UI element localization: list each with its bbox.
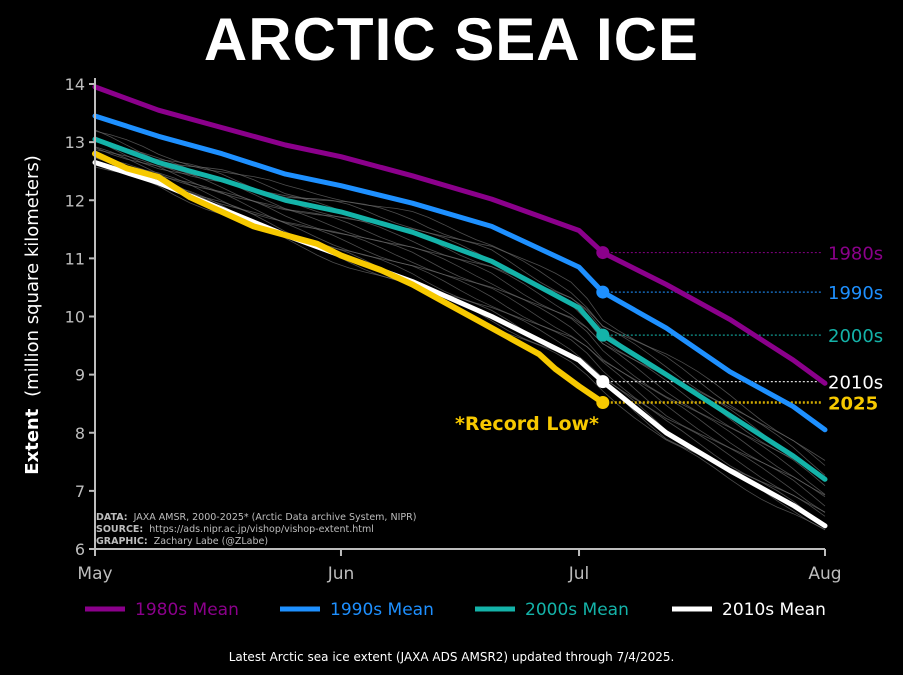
legend: 1980s Mean 1990s Mean 2000s Mean 2010s Mean — [85, 600, 826, 620]
y-axis-label-bold: Extent — [22, 408, 43, 475]
end-label-2010s: 2010s — [828, 373, 883, 394]
current-point-2010s — [596, 375, 610, 389]
x-tick-label: Aug — [808, 564, 841, 584]
series-lines — [92, 84, 828, 529]
series-line-2025 — [92, 150, 606, 406]
page-title: ARCTIC SEA ICE — [203, 6, 700, 73]
y-tick-label: 11 — [65, 249, 85, 268]
end-label-1980s: 1980s — [828, 244, 883, 265]
legend-label-1990s: 1990s Mean — [330, 600, 434, 620]
current-point-1980s — [596, 246, 610, 260]
legend-label-2000s: 2000s Mean — [525, 600, 629, 620]
individual-year-line — [94, 136, 826, 476]
y-tick-label: 7 — [75, 482, 85, 501]
y-tick-label: 10 — [65, 308, 85, 327]
current-point-2025 — [596, 396, 610, 410]
legend-label-2010s: 2010s Mean — [722, 600, 826, 620]
y-tick-label: 9 — [75, 366, 85, 385]
y-axis-label: Extent (million square kilometers) — [22, 155, 43, 475]
y-tick-label: 14 — [65, 75, 85, 94]
end-label-2000s: 2000s — [828, 326, 883, 347]
series-line-1990s — [92, 113, 828, 433]
x-tick-label: May — [77, 564, 112, 584]
y-tick-label: 6 — [75, 540, 85, 559]
series-line-2000s — [92, 136, 828, 482]
end-label-1990s: 1990s — [828, 283, 883, 304]
credit-source-value: https://ads.nipr.ac.jp/vishop/vishop-ext… — [149, 524, 374, 535]
credit-graphic: GRAPHIC: Zachary Labe (@ZLabe) — [96, 536, 268, 547]
record-low-label: *Record Low* — [455, 413, 599, 435]
credit-graphic-key: GRAPHIC: — [96, 536, 148, 547]
x-tick-label: Jul — [568, 564, 590, 584]
y-tick-label: 12 — [65, 191, 85, 210]
credits: DATA: JAXA AMSR, 2000-2025* (Arctic Data… — [96, 512, 416, 547]
credit-graphic-value: Zachary Labe (@ZLabe) — [154, 536, 268, 547]
credit-data-key: DATA: — [96, 512, 128, 523]
axes: 6 7 8 9 10 11 12 13 14 May Jun Jul Aug — [65, 75, 842, 584]
individual-year-line — [94, 147, 826, 495]
series-line-1980s — [92, 84, 828, 386]
sea-ice-chart: 6 7 8 9 10 11 12 13 14 May Jun Jul Aug Extent (milli… — [22, 75, 883, 620]
individual-year-line — [94, 166, 826, 531]
current-point-2000s — [596, 328, 610, 342]
end-label-2025: 2025 — [828, 394, 878, 415]
individual-year-line — [94, 157, 826, 513]
y-tick-label: 8 — [75, 424, 85, 443]
credit-data: DATA: JAXA AMSR, 2000-2025* (Arctic Data… — [96, 512, 416, 523]
individual-year-line — [94, 130, 826, 461]
footer-note: Latest Arctic sea ice extent (JAXA ADS A… — [228, 650, 675, 664]
y-tick-label: 13 — [65, 133, 85, 152]
y-axis-label-rest: (million square kilometers) — [22, 155, 43, 397]
credit-source: SOURCE: https://ads.nipr.ac.jp/vishop/vi… — [96, 524, 374, 535]
current-point-1990s — [596, 285, 610, 299]
individual-year-line — [94, 150, 826, 507]
x-tick-label: Jun — [327, 564, 355, 584]
individual-year-line — [94, 149, 826, 496]
credit-data-value: JAXA AMSR, 2000-2025* (Arctic Data archi… — [133, 512, 417, 523]
credit-source-key: SOURCE: — [96, 524, 143, 535]
legend-label-1980s: 1980s Mean — [135, 600, 239, 620]
